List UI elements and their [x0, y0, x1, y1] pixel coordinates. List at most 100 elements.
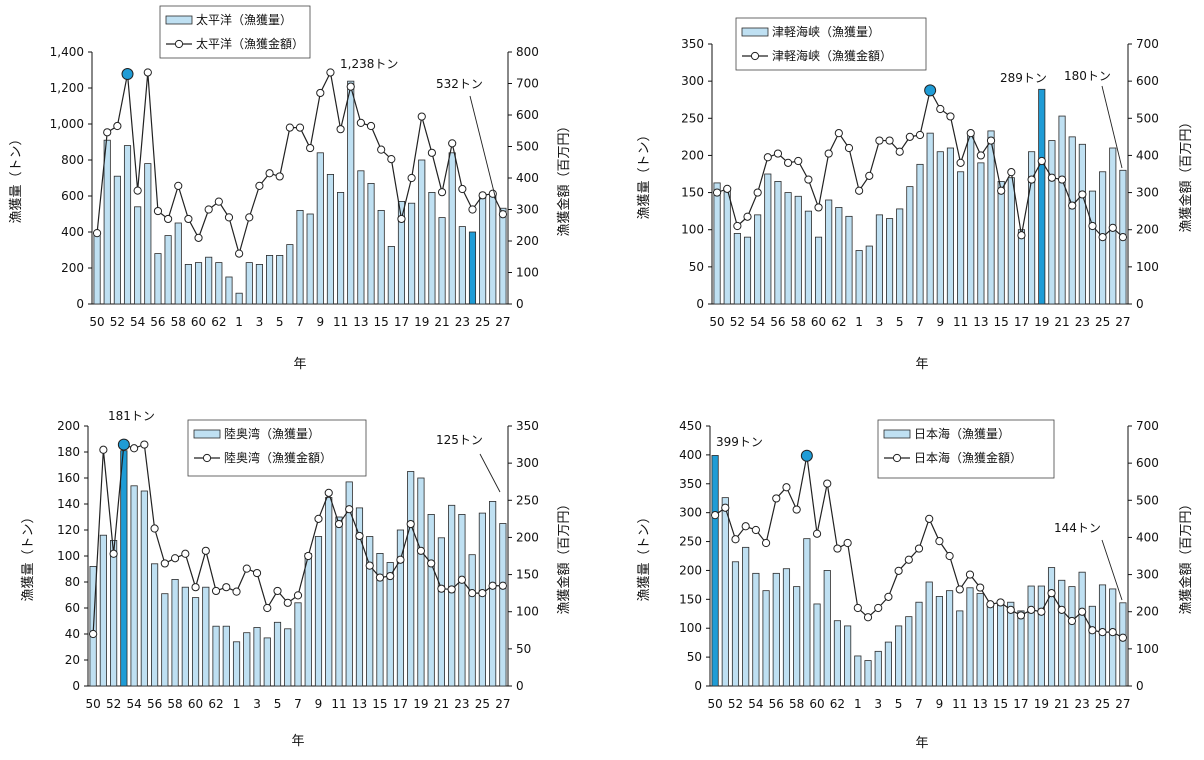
x-tick-label: 60	[811, 315, 826, 329]
catch-bar	[276, 254, 284, 305]
value-point	[174, 181, 183, 190]
legend: 津軽海峡（漁獲量） 津軽海峡（漁獲金額）	[735, 17, 927, 71]
x-tick-label: 19	[413, 697, 428, 711]
x-tick-label: 17	[394, 315, 409, 329]
value-point	[326, 68, 335, 77]
catch-bar	[93, 231, 101, 305]
catch-bar	[253, 627, 261, 687]
catch-bar	[212, 625, 220, 687]
x-tick-label: 52	[728, 697, 743, 711]
left-tick-label: 180	[57, 445, 80, 459]
x-tick-label: 27	[495, 315, 510, 329]
x-tick-label: 58	[167, 697, 182, 711]
value-point	[936, 104, 945, 114]
right-tick-label: 100	[1136, 260, 1159, 274]
catch-bar	[997, 604, 1005, 687]
x-tick-label: 7	[294, 697, 302, 711]
x-tick-label: 15	[994, 315, 1009, 329]
catch-bar	[396, 529, 405, 687]
x-tick-label: 3	[874, 697, 882, 711]
catch-bar	[134, 206, 142, 305]
left-axis-title: 漁獲量（トン）	[637, 510, 652, 601]
catch-bar	[387, 245, 395, 305]
chart-panel-1: 0 200 400 600 800 1,000 1,200 1,400 0 100 200 300 40…	[9, 5, 572, 372]
value-point	[386, 571, 395, 581]
value-point	[723, 184, 732, 193]
catch-bar	[997, 181, 1005, 305]
value-point	[242, 564, 251, 573]
highlight-bar	[1038, 88, 1046, 305]
x-tick-label: 19	[1034, 315, 1049, 329]
catch-bar	[205, 256, 213, 305]
value-point	[478, 589, 487, 598]
catch-bar	[864, 660, 872, 687]
left-tick-label: 140	[57, 497, 80, 511]
catch-bar	[1007, 601, 1015, 687]
right-tick-label: 100	[1136, 642, 1159, 656]
x-tick-label: 9	[315, 697, 323, 711]
x-tick-label: 19	[414, 315, 429, 329]
catch-bar	[916, 163, 924, 305]
value-point	[894, 566, 903, 575]
x-tick-label: 27	[1115, 697, 1130, 711]
catch-bar	[854, 655, 862, 687]
right-tick-label: 400	[1136, 530, 1159, 544]
value-point	[275, 172, 284, 181]
value-point	[457, 575, 467, 584]
value-point	[1047, 173, 1057, 182]
left-tick-label: 0	[694, 679, 702, 693]
value-point	[407, 173, 416, 183]
value-point	[1108, 223, 1117, 232]
left-tick-label: 150	[679, 592, 702, 606]
value-point	[772, 494, 781, 503]
x-tick-label: 3	[256, 315, 264, 329]
x-tick-label: 50	[85, 697, 100, 711]
catch-bar	[408, 202, 416, 305]
value-point	[222, 583, 231, 592]
value-point	[89, 629, 98, 639]
left-tick-label: 0	[72, 679, 80, 693]
catch-bar	[772, 572, 780, 687]
left-tick-label: 300	[681, 74, 704, 88]
catch-bar	[284, 628, 292, 687]
catch-bar	[793, 586, 801, 687]
catch-bar	[1109, 588, 1117, 687]
x-tick-label: 25	[475, 697, 490, 711]
highlight-point	[121, 68, 134, 81]
x-tick-label: 5	[276, 315, 284, 329]
value-point	[255, 181, 264, 190]
catch-bar	[845, 215, 853, 305]
left-tick-label: 1,400	[50, 45, 84, 59]
value-point	[721, 503, 730, 512]
x-tick-label: 60	[809, 697, 824, 711]
value-point	[133, 186, 142, 195]
x-tick-label: 13	[973, 697, 988, 711]
left-tick-label: 20	[65, 653, 80, 667]
x-axis-title: 年	[293, 357, 306, 372]
catch-bar	[886, 218, 894, 305]
x-tick-label: 27	[1115, 315, 1130, 329]
annotation-leader-line	[479, 453, 501, 493]
value-point	[99, 445, 108, 454]
value-point	[733, 221, 742, 231]
catch-bar	[762, 590, 770, 687]
value-point	[741, 522, 750, 531]
value-point	[314, 514, 323, 523]
left-tick-label: 0	[76, 297, 84, 311]
catch-bar	[458, 514, 466, 687]
annotation-label: 180トン	[1064, 69, 1111, 83]
left-tick-label: 1,200	[50, 81, 84, 95]
left-tick-label: 600	[61, 189, 84, 203]
value-point	[201, 546, 210, 555]
catch-bar	[438, 217, 446, 305]
x-tick-label: 1	[855, 315, 863, 329]
left-tick-label: 200	[681, 148, 704, 162]
value-point	[1118, 233, 1128, 242]
right-tick-label: 250	[516, 493, 539, 507]
x-tick-label: 23	[454, 697, 469, 711]
chart-panel-3: 0204060801001201401601802000501001502002…	[21, 409, 572, 749]
value-point	[834, 129, 843, 138]
catch-bar	[296, 209, 304, 305]
value-point	[792, 505, 801, 514]
x-tick-label: 60	[191, 315, 206, 329]
